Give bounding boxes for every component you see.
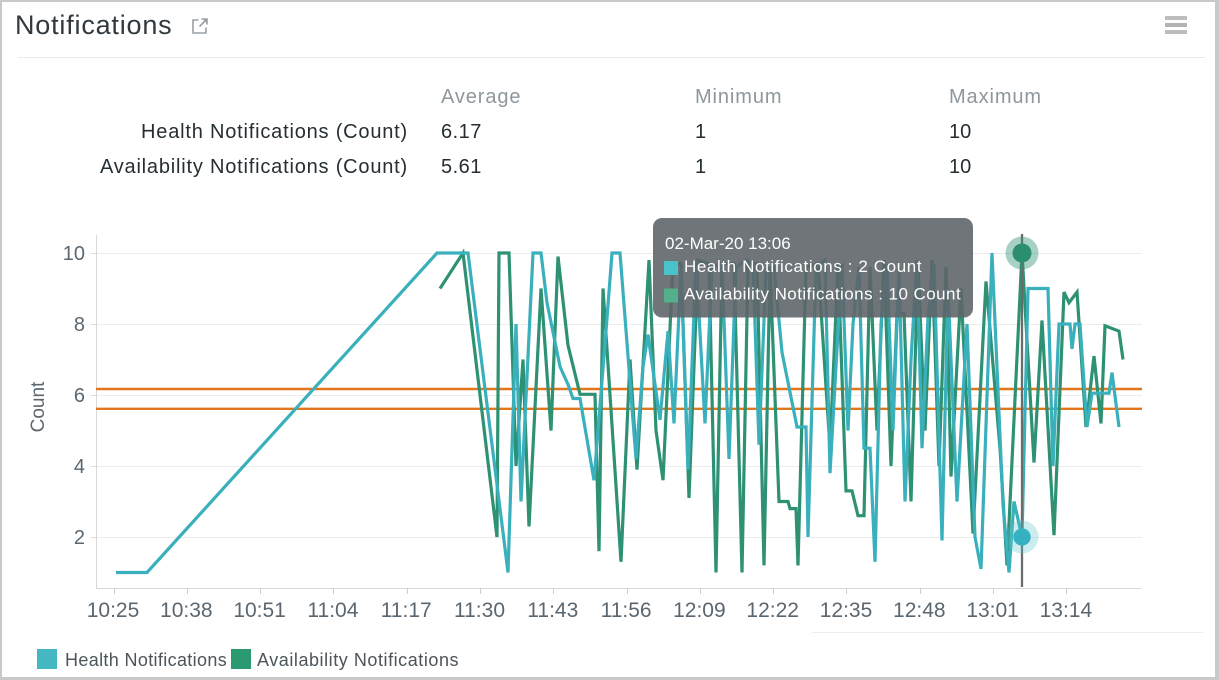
svg-text:12:48: 12:48 [893, 599, 946, 622]
svg-text:12:35: 12:35 [820, 599, 873, 622]
svg-text:13:01: 13:01 [966, 599, 1019, 622]
svg-text:6: 6 [74, 385, 85, 407]
svg-text:11:43: 11:43 [527, 599, 578, 622]
svg-text:11:04: 11:04 [307, 599, 358, 622]
svg-text:13:14: 13:14 [1040, 599, 1093, 622]
svg-text:10:25: 10:25 [87, 599, 140, 622]
svg-text:11:30: 11:30 [454, 599, 505, 622]
svg-text:2: 2 [74, 527, 85, 549]
svg-text:Availability Notifications: Availability Notifications [257, 650, 459, 670]
svg-text:10:38: 10:38 [160, 599, 213, 622]
svg-text:Health Notifications: Health Notifications [65, 650, 227, 670]
svg-text:Availability Notifications : 1: Availability Notifications : 10 Count [684, 285, 961, 304]
svg-text:10:51: 10:51 [233, 599, 286, 622]
svg-text:11:56: 11:56 [601, 599, 652, 622]
svg-text:02-Mar-20 13:06: 02-Mar-20 13:06 [665, 234, 791, 253]
svg-text:Count: Count [28, 381, 49, 432]
svg-text:Health Notifications : 2 Count: Health Notifications : 2 Count [684, 257, 922, 276]
svg-text:8: 8 [74, 314, 85, 336]
svg-text:12:09: 12:09 [673, 599, 726, 622]
svg-text:4: 4 [74, 456, 85, 478]
svg-text:11:17: 11:17 [381, 599, 432, 622]
svg-text:12:22: 12:22 [746, 599, 799, 622]
svg-text:10: 10 [63, 243, 85, 265]
